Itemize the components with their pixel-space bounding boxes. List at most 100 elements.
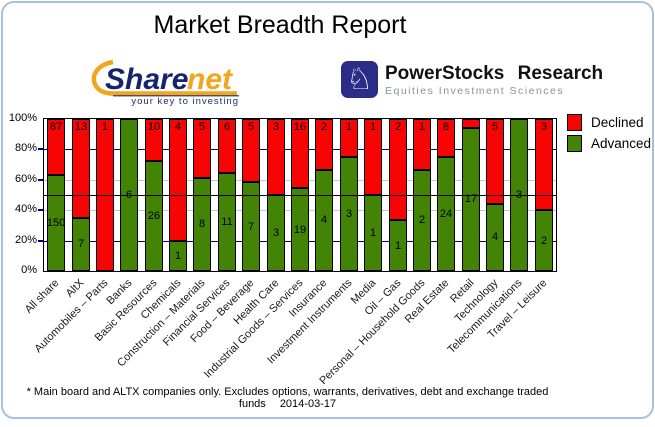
powerstocks-logo: ♘ PowerStocks Research Equities Investme… [341,61,603,98]
knight-chess-icon: ♘ [341,61,378,98]
advanced-value-label: 150 [46,216,66,229]
advanced-segment: 2 [413,169,431,271]
declined-value-label: 8 [442,121,450,133]
declined-value-label: 1 [418,121,426,133]
legend-label-advanced: Advanced [591,136,652,151]
declined-segment: 5 [486,119,504,204]
advanced-segment: 8 [193,177,211,271]
y-axis-tick-label: 80% [14,142,37,155]
declined-value-label: 6 [223,121,231,133]
advanced-value-label: 7 [77,238,85,251]
declined-segment: 8 [437,119,455,157]
advanced-value-label: 2 [418,214,426,227]
advanced-segment: 3 [267,195,285,271]
declined-value-label: 2 [320,121,328,133]
bar-group: 6 11 [218,119,236,271]
advanced-value-label: 4 [491,231,499,244]
declined-value-label: 1 [101,121,109,133]
declined-value-label: 1 [369,121,377,133]
advanced-value-label: 1 [394,239,402,252]
declined-segment: 1 [413,119,431,170]
advanced-value-label: 7 [247,220,255,233]
declined-segment: 87 [47,119,65,175]
y-axis-tick-label: 60% [14,172,37,185]
declined-segment: 2 [389,119,407,221]
advanced-swatch [567,135,582,152]
legend-label-declined: Declined [591,115,644,130]
advanced-segment: 7 [72,217,90,271]
y-axis-tick [38,209,43,211]
midline-50pct [44,195,556,196]
advanced-value-label: 17 [464,193,478,206]
powerstocks-name: PowerStocks Research [385,63,604,84]
y-axis-tick-label: 20% [14,233,37,246]
advanced-segment: 2 [535,210,553,271]
sharenet-logo-art: Share net your key to investing [91,59,239,107]
sharenet-tagline: your key to investing [131,96,239,106]
y-axis-tick [38,148,43,150]
footer-date: 2014-03-17 [279,398,337,410]
advanced-value-label: 1 [174,249,182,262]
footer: * Main board and ALTX companies only. Ex… [3,386,572,410]
advanced-value-label: 11 [221,215,233,228]
chart-legend: Declined Advanced [567,114,651,156]
advanced-value-label: 24 [439,208,453,220]
declined-value-label: 5 [247,121,255,133]
advanced-segment: 11 [218,172,236,271]
advanced-value-label: 8 [198,218,206,231]
bar-group: 87 150 [47,119,65,271]
declined-segment: 3 [267,119,285,195]
y-axis-tick [38,179,43,181]
advanced-segment: 17 [462,127,480,271]
declined-segment: 1 [364,119,382,195]
declined-swatch [567,114,582,131]
declined-value-label: 5 [491,121,499,133]
sharenet-swoosh [91,59,237,96]
advanced-segment: 1 [169,240,187,271]
declined-segment: 5 [242,119,260,183]
declined-value-label: 16 [293,121,307,133]
advanced-segment: 24 [437,157,455,271]
declined-value-label: 1 [345,121,353,133]
advanced-segment: 3 [340,157,358,271]
advanced-segment: 4 [486,203,504,271]
bar-group: 8 24 [437,119,455,271]
advanced-segment: 7 [242,182,260,271]
report-card: Market Breadth Report Share net your key… [1,1,654,419]
advanced-value-label: 3 [272,227,280,239]
bar-group: 10 26 [145,119,163,271]
plot-area: 8715013716102641586115733161924131121128… [43,118,557,272]
advanced-value-label: 1 [369,227,377,239]
advanced-value-label: 26 [147,210,161,223]
declined-segment: 2 [315,119,333,170]
advanced-segment: 4 [315,169,333,271]
declined-segment [462,119,480,128]
declined-value-label: 10 [147,121,161,133]
footer-note: * Main board and ALTX companies only. Ex… [26,386,549,410]
declined-segment: 16 [291,119,309,189]
legend-item-declined: Declined [567,114,651,131]
bar-group: 13 7 [72,119,90,271]
declined-segment: 10 [145,119,163,162]
sharenet-name-net: net [187,63,234,96]
advanced-segment: 1 [364,195,382,271]
powerstocks-text: PowerStocks Research Equities Investment… [385,61,603,97]
declined-value-label: 87 [49,121,63,133]
declined-segment: 3 [535,119,553,211]
advanced-value-label: 3 [345,208,353,220]
bar-group: 17 [462,119,480,271]
declined-segment: 13 [72,119,90,218]
declined-value-label: 2 [394,121,402,133]
sharenet-name-share: Share [105,63,188,96]
advanced-segment: 26 [145,161,163,271]
advanced-value-label: 19 [293,223,307,236]
powerstocks-tagline: Equities Investment Sciences [385,85,565,97]
